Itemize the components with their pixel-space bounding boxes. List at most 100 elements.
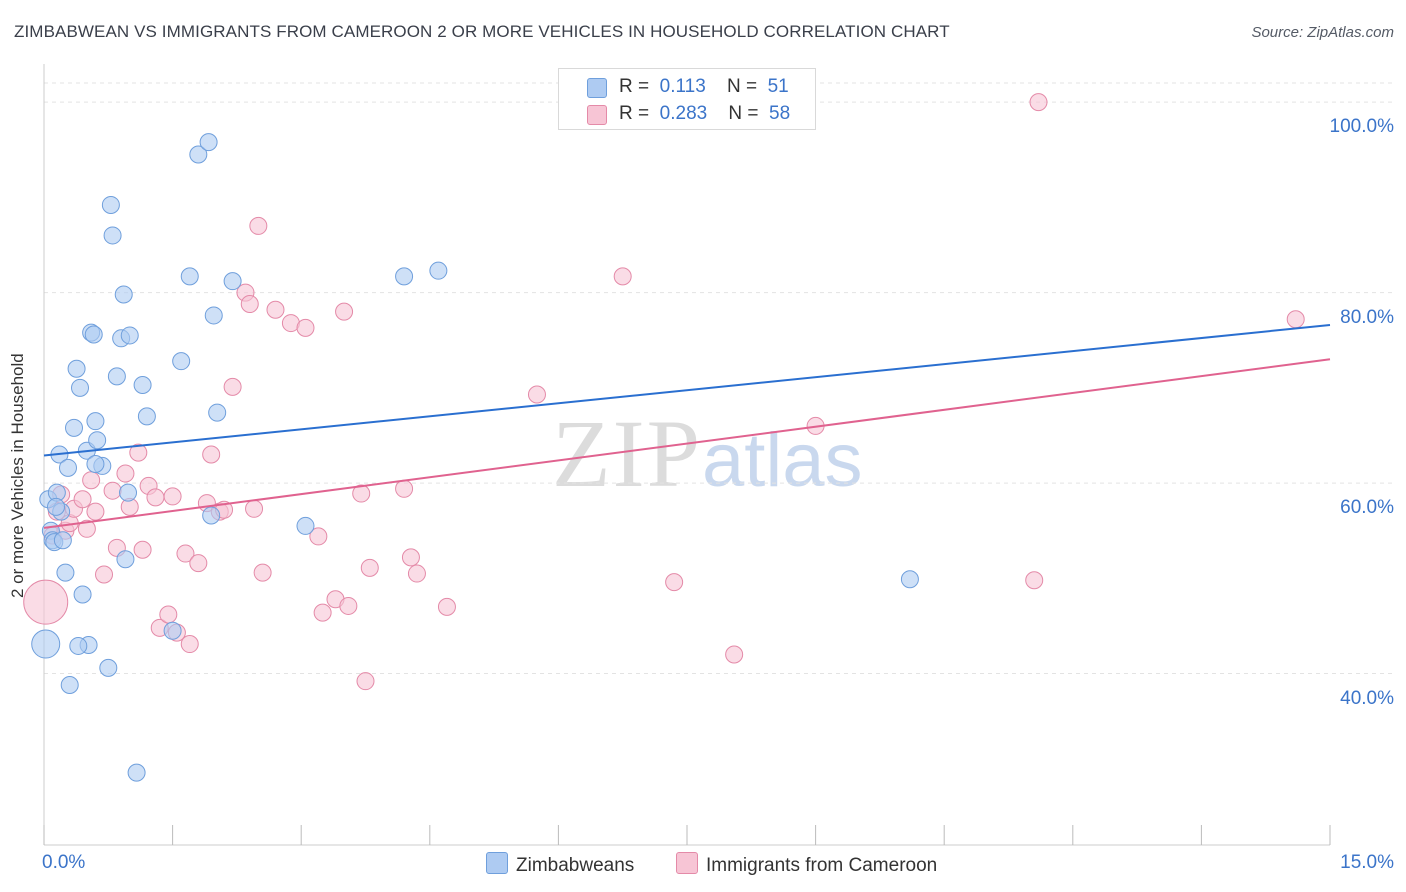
cameroon-point <box>356 672 375 691</box>
zimbabweans-point <box>204 306 223 325</box>
y-tick-label-40: 40.0% <box>1340 687 1394 709</box>
legend-n-label: N = <box>726 76 758 97</box>
zimbabweans-point <box>84 325 103 344</box>
watermark-zip: ZIP <box>552 400 702 507</box>
zimbabweans-point <box>223 272 242 291</box>
legend-n-label: N = <box>728 103 759 124</box>
cameroon-point <box>245 499 264 518</box>
cameroon-point <box>335 302 354 321</box>
zimbabweans-point <box>172 352 191 371</box>
cameroon-point <box>352 484 371 503</box>
watermark-atlas: atlas <box>702 418 863 503</box>
cameroon-point <box>103 481 122 500</box>
cameroon-point <box>309 527 328 546</box>
y-tick-label-100: 100.0% <box>1329 116 1394 138</box>
legend-r-label: R = <box>619 103 650 124</box>
cameroon-point <box>116 464 135 483</box>
zimbabweans-point <box>395 267 414 286</box>
cameroon-point <box>159 605 178 624</box>
trend-line-zimbabweans <box>43 323 1331 457</box>
cameroon-point <box>401 548 420 567</box>
zimbabweans-point <box>56 563 75 582</box>
cameroon-point <box>189 554 208 573</box>
zimbabweans-point <box>59 458 78 477</box>
cameroon-point <box>129 443 148 462</box>
cameroon-point <box>253 563 272 582</box>
bottom-legend-cameroon: Immigrants from Cameroon <box>676 852 937 877</box>
cameroon-point <box>146 488 165 507</box>
cameroon-point <box>360 558 379 577</box>
zimbabweans-point <box>86 455 105 474</box>
x-tick-label-max: 15.0% <box>1340 852 1394 873</box>
cameroon-point <box>73 490 92 509</box>
bottom-legend-label: Zimbabweans <box>516 855 635 876</box>
zimbabweans-point <box>189 145 208 164</box>
cameroon-point <box>176 544 195 563</box>
zimbabweans-point <box>53 531 72 550</box>
bottom-legend-label: Immigrants from Cameroon <box>706 855 938 876</box>
zimbabweans-point <box>99 658 118 677</box>
legend-swatch-pink <box>587 105 607 125</box>
cameroon-point <box>133 540 152 559</box>
watermark: ZIPatlas <box>552 398 863 509</box>
legend-swatch-blue <box>587 78 607 98</box>
zimbabweans-point <box>208 403 227 422</box>
zimbabweans-point <box>60 675 79 694</box>
chart-title: ZIMBABWEAN VS IMMIGRANTS FROM CAMEROON 2… <box>14 22 950 41</box>
cameroon-point <box>527 385 546 404</box>
zimbabweans-point <box>73 585 92 604</box>
zimbabweans-point <box>900 570 919 589</box>
series-zimbabweans-points <box>31 133 919 782</box>
zimbabweans-point <box>163 621 182 640</box>
zimbabweans-point <box>88 431 107 450</box>
cameroon-point <box>86 502 105 521</box>
legend-r-label: R = <box>619 76 650 97</box>
bottom-legend-zimbabweans: Zimbabweans <box>486 852 634 877</box>
zimbabweans-point <box>31 629 61 659</box>
series-cameroon-points <box>23 93 1305 691</box>
cameroon-point <box>202 445 221 464</box>
zimbabweans-point <box>137 407 156 426</box>
zimbabweans-point <box>69 636 88 655</box>
cameroon-point <box>223 377 242 396</box>
legend-r-value: 0.113 <box>659 76 706 97</box>
zimbabweans-point <box>114 285 133 304</box>
zimbabweans-point <box>47 497 66 516</box>
stats-legend: R = 0.113 N = 51 R = 0.283 N = 58 <box>558 68 816 130</box>
cameroon-point <box>249 216 268 235</box>
bottom-legend-swatch-blue <box>486 852 508 874</box>
cameroon-point <box>296 318 315 337</box>
cameroon-point <box>23 579 69 625</box>
zimbabweans-point <box>101 195 120 214</box>
cameroon-point <box>1029 93 1048 112</box>
cameroon-point <box>437 597 456 616</box>
cameroon-point <box>163 487 182 506</box>
zimbabweans-point <box>127 763 146 782</box>
cameroon-point <box>180 635 199 654</box>
bottom-legend-swatch-pink <box>676 852 698 874</box>
cameroon-point <box>613 267 632 286</box>
cameroon-point <box>395 479 414 498</box>
zimbabweans-point <box>119 483 138 502</box>
zimbabweans-point <box>86 412 105 431</box>
axes <box>43 64 1331 846</box>
trend-line-cameroon <box>43 358 1331 529</box>
zimbabweans-point <box>67 359 86 378</box>
zimbabweans-point <box>133 375 152 394</box>
trend-lines <box>43 323 1331 529</box>
x-tick-label-min: 0.0% <box>42 852 86 873</box>
legend-n-value: 51 <box>767 76 789 97</box>
legend-n-value: 58 <box>769 103 791 124</box>
zimbabweans-point <box>202 506 221 525</box>
cameroon-point <box>725 645 744 664</box>
zimbabweans-point <box>120 326 139 345</box>
legend-r-value: 0.283 <box>659 103 708 124</box>
zimbabweans-point <box>180 267 199 286</box>
cameroon-point <box>1286 310 1305 329</box>
cameroon-point <box>407 564 426 583</box>
y-tick-label-80: 80.0% <box>1340 306 1394 328</box>
cameroon-point <box>339 596 358 615</box>
zimbabweans-point <box>429 261 448 280</box>
cameroon-point <box>1025 571 1044 590</box>
